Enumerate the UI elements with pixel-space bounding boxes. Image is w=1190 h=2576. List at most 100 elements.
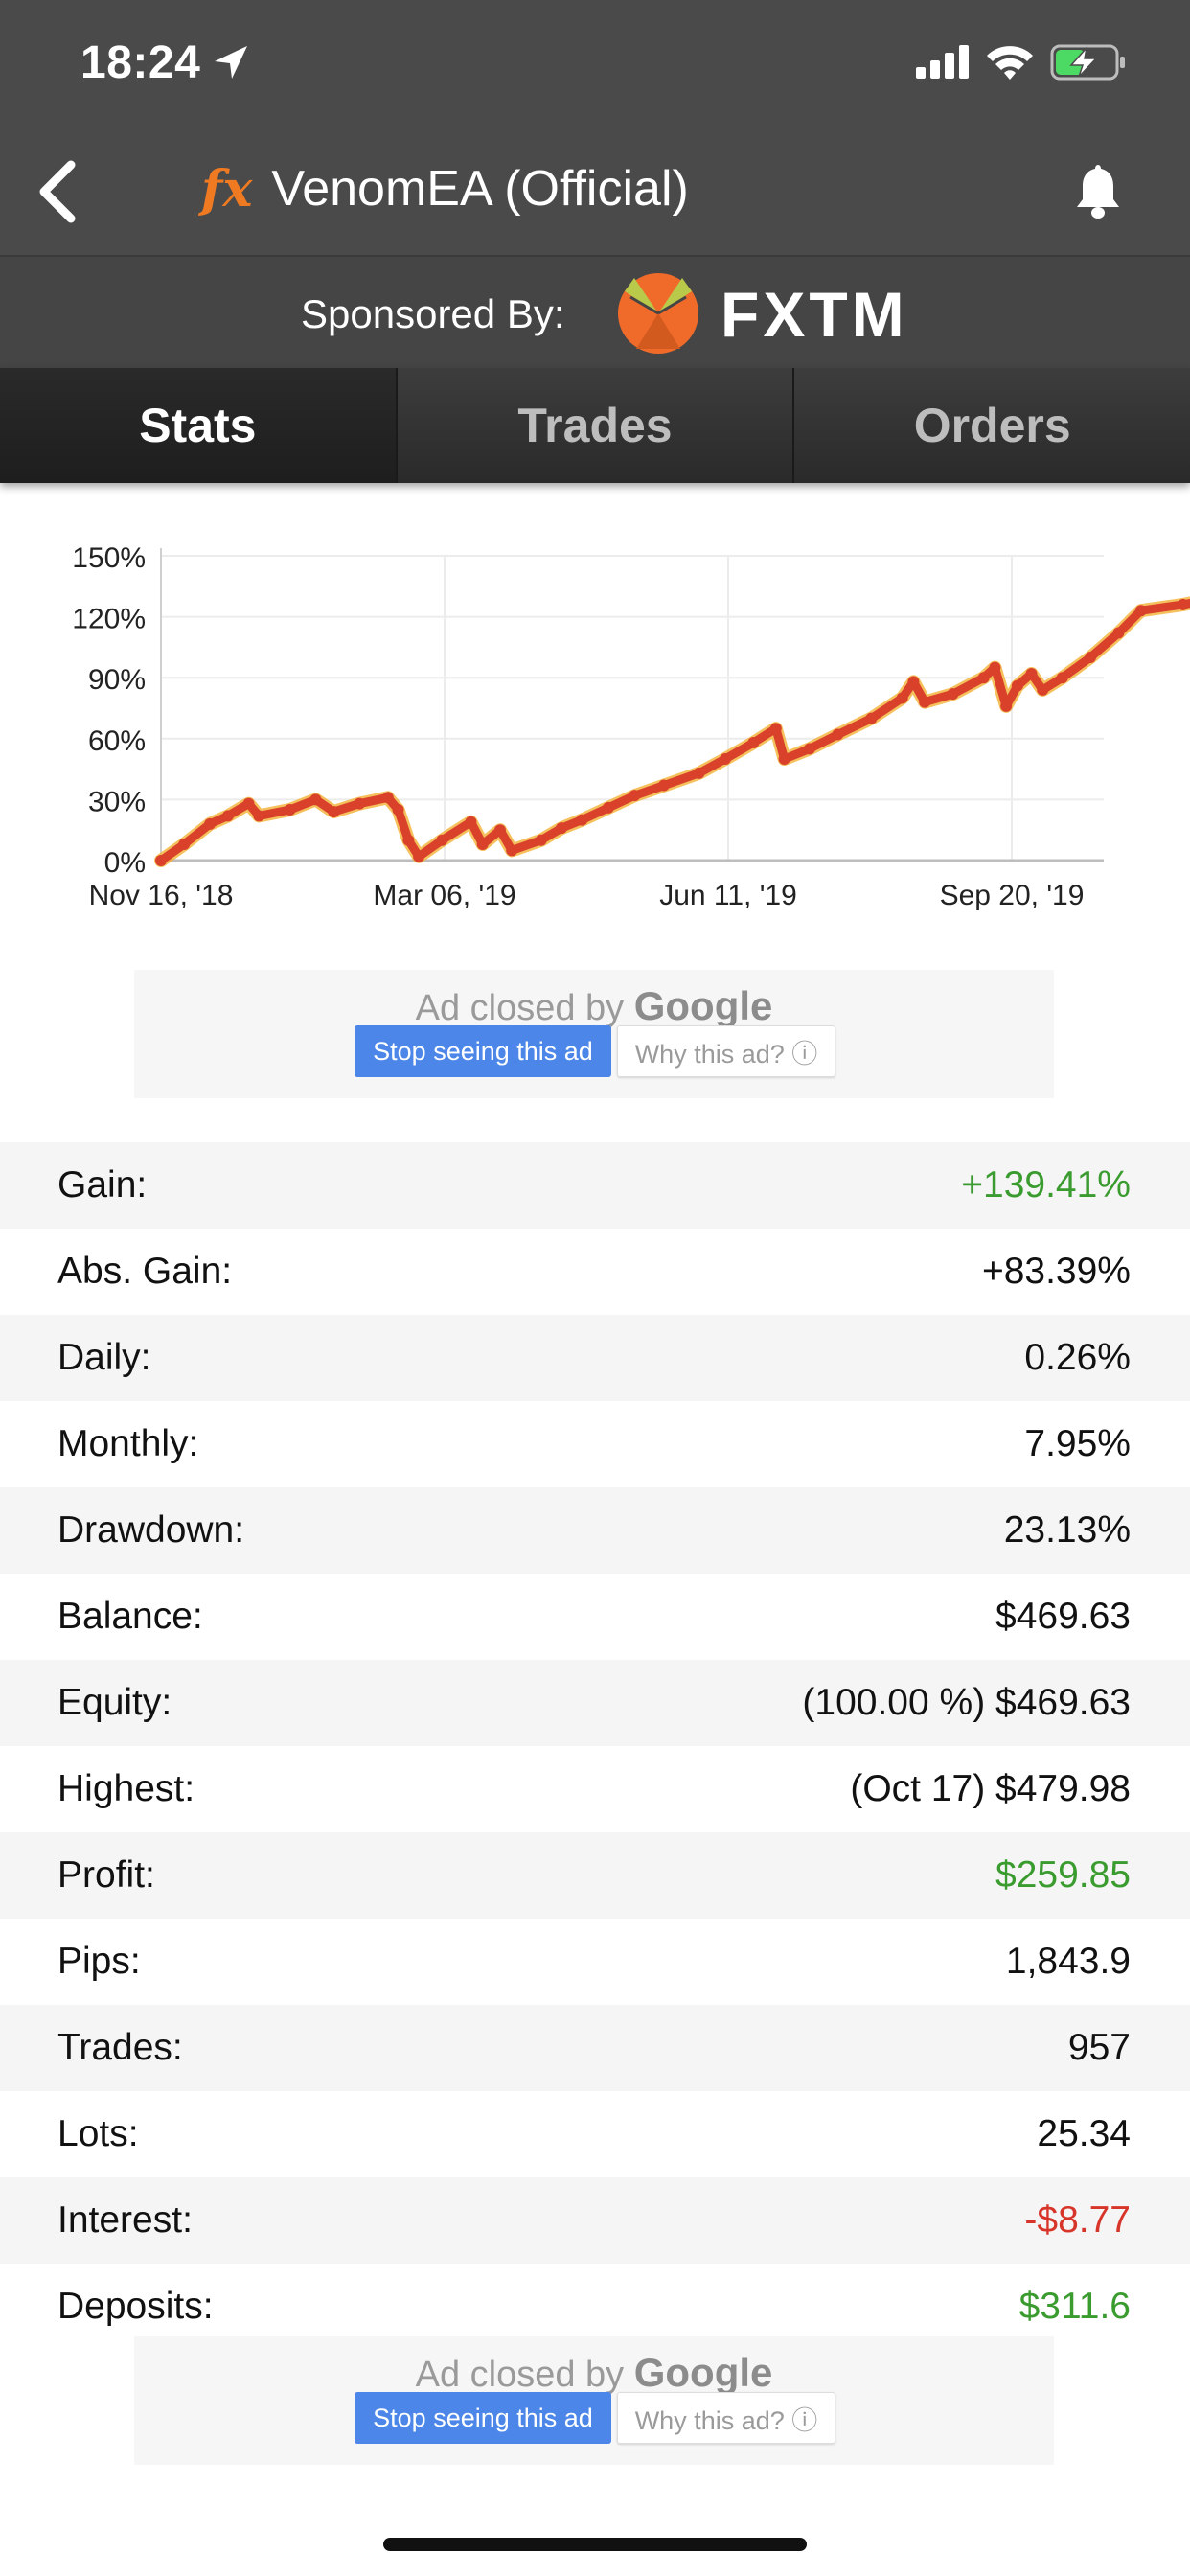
fx-logo: fx [201,159,253,218]
page-title: VenomEA (Official) [271,161,689,217]
fxtm-logo-icon[interactable] [617,272,699,355]
top-header: 18:24 fx VenomEA (Official) [0,0,1190,255]
battery-charging-icon [1050,44,1125,80]
series-point [178,839,191,851]
series-point [1112,627,1125,639]
series-point [354,797,366,810]
stat-label: Equity: [57,1682,172,1723]
series-point [309,794,322,806]
why-this-ad-button[interactable]: Why this ad? ⓘ [617,1025,835,1077]
series-point [747,737,760,749]
stat-label: Gain: [57,1164,148,1206]
stat-value: 23.13% [1003,1509,1131,1551]
stat-value: $311.6 [1018,2286,1131,2327]
tab-stats[interactable]: Stats [0,368,396,483]
back-chevron-icon[interactable] [29,153,86,230]
cellular-signal-icon [916,45,969,79]
stat-value: +139.41% [961,1164,1131,1206]
status-time: 18:24 [80,37,201,88]
y-tick-label: 150% [72,542,146,574]
location-arrow-icon [215,46,247,79]
stat-value: 7.95% [1024,1423,1131,1464]
stat-row-profit: Profit: $259.85 [0,1832,1190,1919]
series-point [1037,683,1049,696]
series-point [977,672,990,684]
stat-label: Highest: [57,1768,195,1809]
why-this-ad-button[interactable]: Why this ad? ⓘ [617,2392,835,2444]
stat-row-pips: Pips: 1,843.9 [0,1919,1190,2005]
series-point [693,767,705,779]
series-point [719,753,731,765]
bell-notification-icon[interactable] [1071,161,1125,220]
series-point [155,855,167,866]
stat-label: Trades: [57,2027,183,2068]
x-tick-label: Nov 16, '18 [89,880,234,911]
series-point [947,688,959,701]
ad-closed-prefix: Ad closed by [415,988,625,1028]
y-tick-label: 0% [104,847,146,879]
series-point [865,712,878,724]
series-point [402,834,415,846]
series-point [629,790,641,802]
series-point [832,728,844,741]
stat-value: 957 [1067,2027,1131,2068]
series-point [1085,652,1097,663]
series-point [1011,679,1023,692]
series-point [556,822,568,835]
tab-trades[interactable]: Trades [395,368,793,483]
series-point [204,817,217,830]
google-logo-text: Google [633,2350,773,2395]
stop-seeing-ad-button[interactable]: Stop seeing this ad [355,2392,611,2444]
stat-row-deposits: Deposits: $311.6 [0,2264,1190,2350]
series-point [436,834,448,846]
stat-label: Daily: [57,1337,151,1378]
series-point [506,844,518,857]
y-tick-label: 60% [88,725,146,757]
stat-value: (100.00 %) $469.63 [802,1682,1131,1723]
series-point [328,806,340,818]
stats-list: Gain: +139.41% Abs. Gain: +83.39% Daily: 0.… [0,1142,1190,2350]
stat-row-gain: Gain: +139.41% [0,1142,1190,1229]
stat-row-equity: Equity: (100.00 %) $469.63 [0,1660,1190,1746]
series-point [1134,605,1147,617]
series-point [1177,598,1189,610]
series-point [907,676,920,688]
stat-value: $259.85 [995,1854,1131,1896]
stat-value: -$8.77 [1024,2199,1131,2241]
series-point [284,804,296,816]
stat-row-daily: Daily: 0.26% [0,1315,1190,1401]
stat-row-drawdown: Drawdown: 23.13% [0,1487,1190,1574]
home-indicator[interactable] [383,2538,807,2551]
stat-label: Lots: [57,2113,139,2154]
series-point [493,824,506,837]
series-point [465,816,477,828]
stat-row-lots: Lots: 25.34 [0,2091,1190,2177]
stat-label: Abs. Gain: [57,1251,233,1292]
series-point [989,661,1001,674]
sponsor-brand[interactable]: FXTM [721,279,908,350]
stat-label: Monthly: [57,1423,199,1464]
stat-label: Profit: [57,1854,155,1896]
series-point [221,810,234,822]
stat-row-abs-gain: Abs. Gain: +83.39% [0,1229,1190,1315]
series-point [253,810,265,822]
series-point [476,839,489,851]
x-tick-label: Sep 20, '19 [940,880,1085,911]
series-point [242,797,255,810]
tab-orders[interactable]: Orders [792,368,1190,483]
series-point [392,804,404,816]
google-logo-text: Google [633,983,773,1028]
series-point [896,692,908,704]
stat-label: Pips: [57,1941,141,1982]
series-point [576,814,588,826]
stat-row-interest: Interest: -$8.77 [0,2177,1190,2264]
ad-closed-text: Ad closed by Google [134,983,1054,1029]
series-point [1000,700,1013,712]
x-tick-label: Jun 11, '19 [659,880,797,911]
stop-seeing-ad-button[interactable]: Stop seeing this ad [355,1025,611,1077]
stat-value: 0.26% [1024,1337,1131,1378]
series-point [778,753,790,765]
ad-closed-box: Ad closed by Google Stop seeing this ad … [134,970,1054,1098]
ad-closed-box-bottom: Ad closed by Google Stop seeing this ad … [134,2336,1054,2465]
series-point [381,792,394,804]
